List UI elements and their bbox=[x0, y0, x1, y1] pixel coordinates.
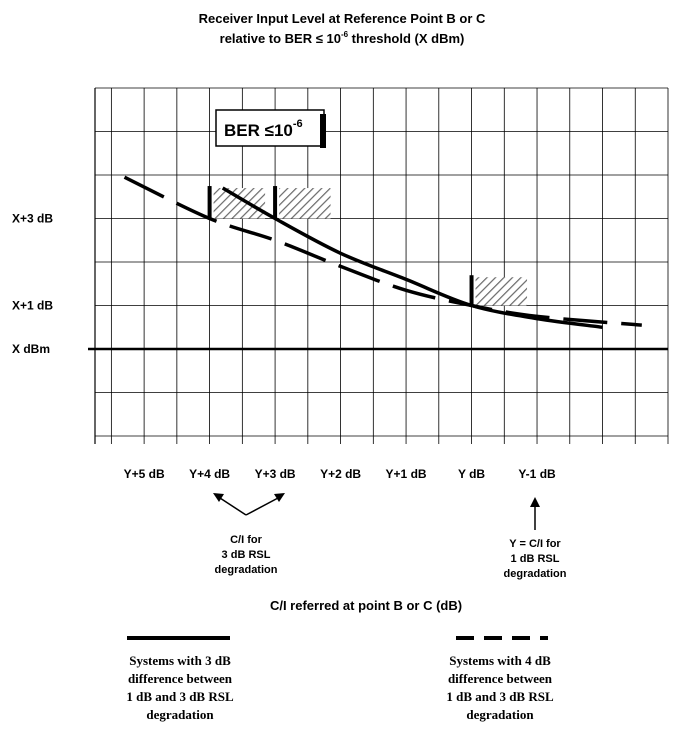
series-4db-dashed-line bbox=[123, 175, 642, 327]
x-tick-label: Y+1 dB bbox=[386, 467, 427, 481]
annotation-3db-line2: 3 dB RSL bbox=[222, 549, 271, 561]
chart-title-line2: relative to BER ≤ 10-6 threshold (X dBm) bbox=[220, 30, 465, 46]
x-tick-label: Y+5 dB bbox=[124, 467, 165, 481]
chart-title-line2-exp: -6 bbox=[341, 30, 349, 39]
y-tick-label: X+3 dB bbox=[12, 212, 53, 226]
ber-box-frame bbox=[215, 109, 325, 147]
legend-solid-line3: 1 dB and 3 dB RSL bbox=[126, 689, 234, 704]
annotation-3db-arrow-right bbox=[245, 497, 279, 516]
annotation-1db-line3: degradation bbox=[504, 568, 567, 580]
x-tick-label: Y+3 dB bbox=[255, 467, 296, 481]
degradation-hatch bbox=[279, 188, 331, 219]
chart-title-line2-suffix: threshold (X dBm) bbox=[348, 31, 464, 46]
legend-solid-line4: degradation bbox=[146, 707, 214, 722]
ber-box-prefix: BER ≤10 bbox=[224, 121, 293, 140]
x-tick-label: Y-1 dB bbox=[518, 467, 556, 481]
ber-box-label: BER ≤10-6 bbox=[224, 118, 303, 140]
annotation-3db-rsl: C/I for 3 dB RSL degradation bbox=[213, 493, 285, 576]
legend-solid-line1: Systems with 3 dB bbox=[129, 653, 231, 668]
legend: Systems with 3 dB difference between 1 d… bbox=[126, 636, 554, 722]
legend-solid-line2: difference between bbox=[128, 671, 233, 686]
x-tick-label: Y dB bbox=[458, 467, 485, 481]
x-tick-label: Y+4 dB bbox=[189, 467, 230, 481]
annotation-1db-arrowhead bbox=[530, 497, 540, 507]
ber-box-shadow bbox=[320, 114, 326, 148]
chart-title-line1: Receiver Input Level at Reference Point … bbox=[199, 11, 486, 26]
x-tick-label: Y+2 dB bbox=[320, 467, 361, 481]
x-tick-labels: Y+5 dB Y+4 dB Y+3 dB Y+2 dB Y+1 dB Y dB Y-1 dB bbox=[124, 467, 556, 481]
annotation-3db-arrowhead-right bbox=[274, 493, 285, 502]
legend-dashed-line3: 1 dB and 3 dB RSL bbox=[446, 689, 554, 704]
series-3db-solid-line bbox=[221, 186, 603, 330]
y-tick-labels: X+3 dB X+1 dB X dBm bbox=[12, 212, 53, 357]
annotation-3db-line3: degradation bbox=[215, 564, 278, 576]
legend-dashed-line1: Systems with 4 dB bbox=[449, 653, 551, 668]
ber-box-exp: -6 bbox=[293, 118, 303, 130]
y-tick-label: X+1 dB bbox=[12, 299, 53, 313]
annotation-3db-arrowhead-left bbox=[213, 493, 224, 502]
ber-threshold-box: BER ≤10-6 bbox=[215, 109, 326, 148]
annotation-1db-line2: 1 dB RSL bbox=[511, 553, 560, 565]
degradation-hatch bbox=[475, 277, 528, 306]
annotation-1db-rsl: Y = C/I for 1 dB RSL degradation bbox=[504, 497, 567, 580]
annotation-3db-line1: C/I for bbox=[230, 534, 262, 546]
chart-title-line2-prefix: relative to BER ≤ 10 bbox=[220, 31, 341, 46]
chart-grid bbox=[88, 87, 669, 444]
legend-dashed-line4: degradation bbox=[466, 707, 534, 722]
x-axis-label: C/I referred at point B or C (dB) bbox=[270, 598, 462, 613]
data-series bbox=[123, 175, 642, 330]
annotation-1db-line1: Y = C/I for bbox=[509, 538, 561, 550]
degradation-markers bbox=[207, 186, 528, 306]
degradation-hatch bbox=[213, 188, 266, 219]
y-tick-label: X dBm bbox=[12, 342, 50, 356]
annotation-3db-arrow-left bbox=[219, 497, 247, 516]
legend-dashed-line2: difference between bbox=[448, 671, 553, 686]
